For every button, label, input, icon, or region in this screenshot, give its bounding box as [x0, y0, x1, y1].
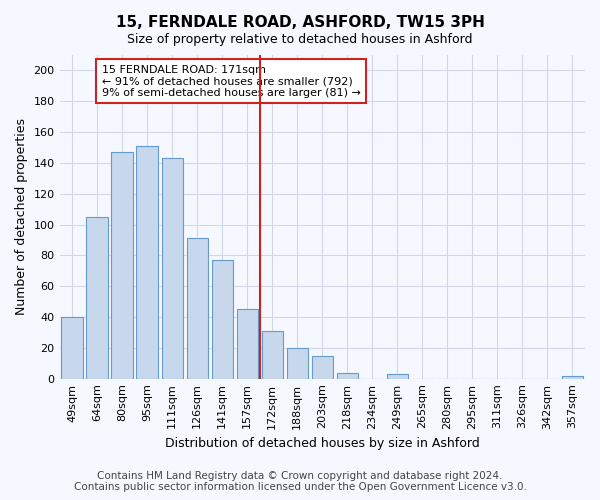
Text: 15, FERNDALE ROAD, ASHFORD, TW15 3PH: 15, FERNDALE ROAD, ASHFORD, TW15 3PH — [116, 15, 484, 30]
Text: Size of property relative to detached houses in Ashford: Size of property relative to detached ho… — [127, 32, 473, 46]
Bar — [287, 348, 308, 378]
Bar — [136, 146, 158, 378]
Bar — [161, 158, 183, 378]
Bar — [337, 372, 358, 378]
Bar — [387, 374, 408, 378]
Text: 15 FERNDALE ROAD: 171sqm
← 91% of detached houses are smaller (792)
9% of semi-d: 15 FERNDALE ROAD: 171sqm ← 91% of detach… — [101, 64, 361, 98]
Bar — [112, 152, 133, 378]
Text: Contains HM Land Registry data © Crown copyright and database right 2024.
Contai: Contains HM Land Registry data © Crown c… — [74, 471, 526, 492]
Y-axis label: Number of detached properties: Number of detached properties — [15, 118, 28, 316]
Bar — [212, 260, 233, 378]
Bar — [562, 376, 583, 378]
Bar — [262, 331, 283, 378]
X-axis label: Distribution of detached houses by size in Ashford: Distribution of detached houses by size … — [165, 437, 479, 450]
Bar — [61, 317, 83, 378]
Bar — [311, 356, 333, 378]
Bar — [86, 217, 108, 378]
Bar — [187, 238, 208, 378]
Bar — [236, 310, 258, 378]
